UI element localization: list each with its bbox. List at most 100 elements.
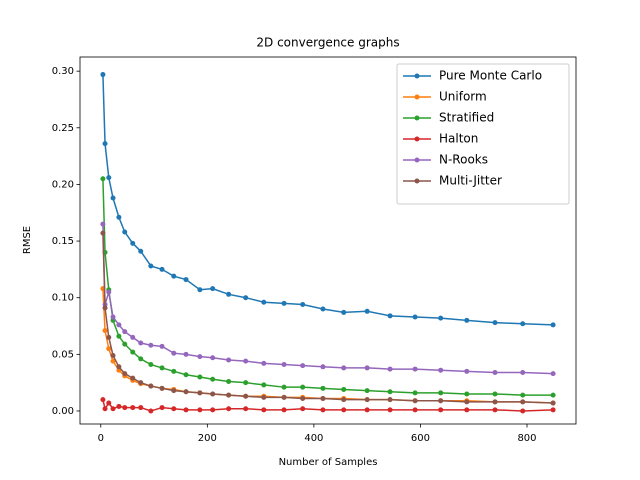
point [183,277,189,283]
point [106,400,112,406]
point [159,266,165,272]
point [550,322,556,328]
point [320,396,326,402]
point [520,392,526,398]
point [464,399,470,405]
point [116,214,122,220]
legend-label: Halton [439,132,478,146]
point [341,386,347,392]
point [210,376,216,382]
point [210,391,216,397]
point [300,396,306,402]
point [110,314,116,320]
point [243,406,249,412]
x-tick-label: 400 [304,433,323,444]
point [171,273,177,279]
point [261,360,267,366]
point [281,300,287,306]
point [464,317,470,323]
point [412,366,418,372]
point [300,406,306,412]
point [122,229,128,235]
legend-label: Stratified [439,111,494,125]
point [116,322,122,328]
point [159,405,165,411]
legend-label: Pure Monte Carlo [439,69,542,83]
point [320,385,326,391]
point [122,341,128,347]
point [106,175,112,181]
point [106,289,112,295]
point [261,407,267,413]
point [281,384,287,390]
point [122,329,128,335]
point [550,400,556,406]
point [100,230,106,236]
point [102,141,108,147]
point [148,408,154,414]
point [159,343,165,349]
point [197,354,203,360]
point [171,350,177,356]
point [387,313,393,319]
point [243,358,249,364]
point [464,368,470,374]
point [138,405,144,411]
x-tick-label: 600 [411,433,430,444]
point [243,295,249,301]
point [226,357,232,363]
point [412,314,418,320]
point [364,397,370,403]
chart-title: 2D convergence graphs [256,36,399,50]
point [106,346,112,352]
point [197,287,203,293]
point [116,403,122,409]
point [550,371,556,377]
point [464,391,470,397]
y-tick-label: 0.20 [52,179,74,190]
point [412,390,418,396]
point [148,383,154,389]
point [197,407,203,413]
point [183,351,189,357]
point [110,358,116,364]
legend-marker [414,136,420,142]
point [243,380,249,386]
point [412,407,418,413]
point [492,391,498,397]
point [492,320,498,326]
point [341,407,347,413]
point [300,384,306,390]
point [320,306,326,312]
point [438,367,444,373]
y-tick-label: 0.30 [52,66,74,77]
point [438,315,444,321]
point [387,397,393,403]
point [138,380,144,386]
y-axis-label: RMSE [22,226,33,254]
point [148,263,154,269]
point [464,407,470,413]
point [183,389,189,395]
point [387,407,393,413]
point [438,407,444,413]
point [102,328,108,334]
point [130,405,136,411]
point [550,392,556,398]
point [138,340,144,346]
point [197,374,203,380]
x-tick-label: 200 [198,433,217,444]
point [364,308,370,314]
x-axis-label: Number of Samples [279,457,378,468]
y-tick-label: 0.05 [52,349,74,360]
point [171,406,177,412]
point [341,365,347,371]
point [210,286,216,292]
y-tick-label: 0.15 [52,236,74,247]
y-tick-label: 0.00 [52,406,74,417]
legend-marker [414,178,420,184]
legend-box [396,63,570,205]
point [320,407,326,413]
point [364,407,370,413]
